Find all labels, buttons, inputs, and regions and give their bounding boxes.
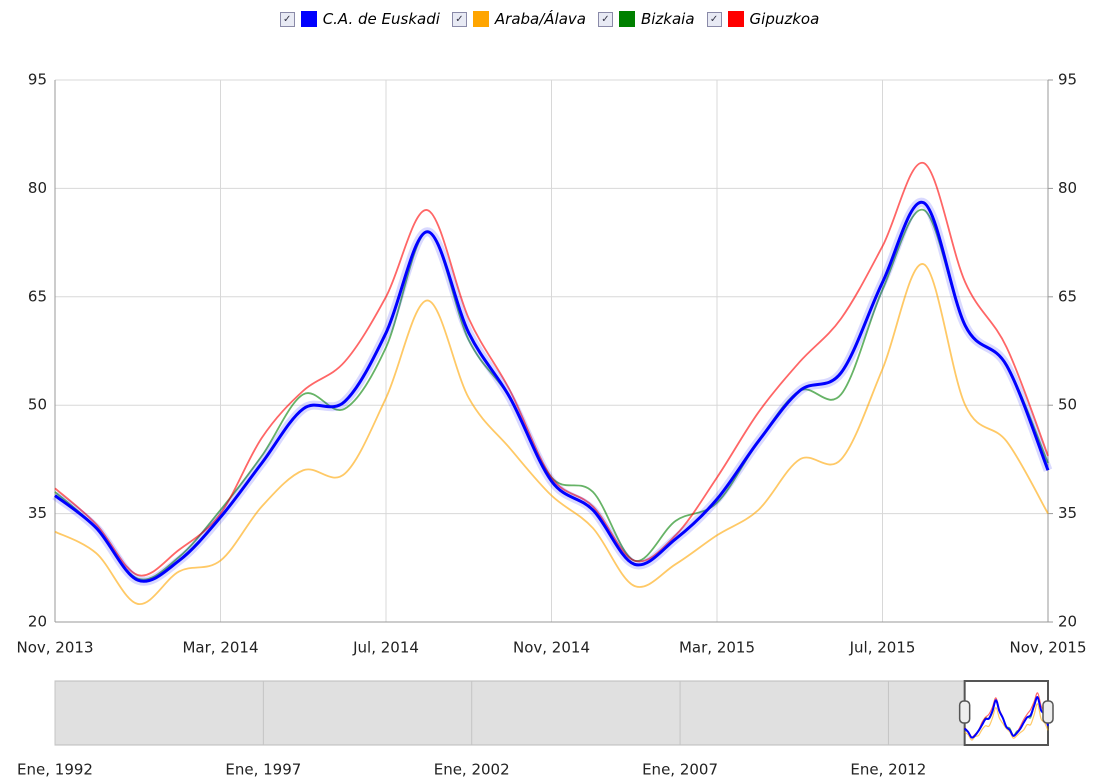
x-tick-label: Jul, 2015 [849, 639, 916, 657]
navigator-handle[interactable] [958, 700, 971, 724]
series-line [54, 200, 1050, 583]
y2-tick-label: 80 [1058, 179, 1077, 197]
navigator-label: Ene, 2007 [642, 761, 718, 778]
navigator-bg [54, 680, 1049, 746]
legend-checkbox[interactable]: ✓ [706, 11, 722, 27]
y2-tick-label: 65 [1058, 287, 1077, 305]
x-tick-label: Jul, 2014 [352, 639, 419, 657]
x-tick-label: Mar, 2015 [679, 639, 755, 657]
legend-label[interactable]: C.A. de Euskadi [322, 10, 440, 28]
navigator-handle[interactable] [1042, 700, 1054, 724]
legend-swatch [727, 11, 744, 27]
navigator-label: Ene, 2012 [850, 761, 926, 778]
legend-checkbox[interactable]: ✓ [597, 11, 613, 27]
y-tick-label: 65 [28, 287, 47, 305]
legend-label[interactable]: Gipuzkoa [749, 10, 820, 28]
series-line [54, 162, 1049, 577]
legend-label[interactable]: Araba/Álava [494, 10, 586, 28]
x-tick-label: Mar, 2014 [182, 639, 258, 657]
y-tick-label: 50 [28, 396, 47, 414]
x-tick-label: Nov, 2013 [17, 639, 94, 657]
y2-tick-label: 95 [1058, 71, 1077, 89]
legend-item[interactable]: ✓ Bizkaia [597, 10, 695, 28]
legend-swatch [300, 11, 317, 27]
legend-checkbox[interactable]: ✓ [451, 11, 467, 27]
x-tick-label: Nov, 2015 [1010, 639, 1087, 657]
navigator-label: Ene, 1997 [225, 761, 301, 778]
y-tick-label: 95 [28, 71, 47, 89]
legend-item[interactable]: ✓ Araba/Álava [451, 10, 586, 28]
legend-item[interactable]: ✓ C.A. de Euskadi [279, 10, 440, 28]
navigator-label: Ene, 1992 [17, 761, 93, 778]
legend-item[interactable]: ✓ Gipuzkoa [706, 10, 820, 28]
legend-swatch [472, 11, 489, 27]
legend-swatch [618, 11, 635, 27]
y2-tick-label: 35 [1058, 504, 1077, 522]
legend-label[interactable]: Bizkaia [640, 10, 695, 28]
navigator-label: Ene, 2002 [434, 761, 510, 778]
x-tick-label: Nov, 2014 [513, 639, 590, 657]
series-line [54, 263, 1049, 605]
legend: ✓ C.A. de Euskadi ✓ Araba/Álava ✓ Bizkaia ✓ Gip… [0, 10, 1099, 28]
y2-tick-label: 20 [1058, 613, 1077, 631]
y-tick-label: 20 [28, 613, 47, 631]
series-line [54, 208, 1049, 581]
y-tick-label: 80 [28, 179, 47, 197]
navigator-window [963, 680, 1049, 746]
y-tick-label: 35 [28, 504, 47, 522]
series-line [963, 696, 1049, 739]
legend-checkbox[interactable]: ✓ [279, 11, 295, 27]
y2-tick-label: 50 [1058, 396, 1077, 414]
